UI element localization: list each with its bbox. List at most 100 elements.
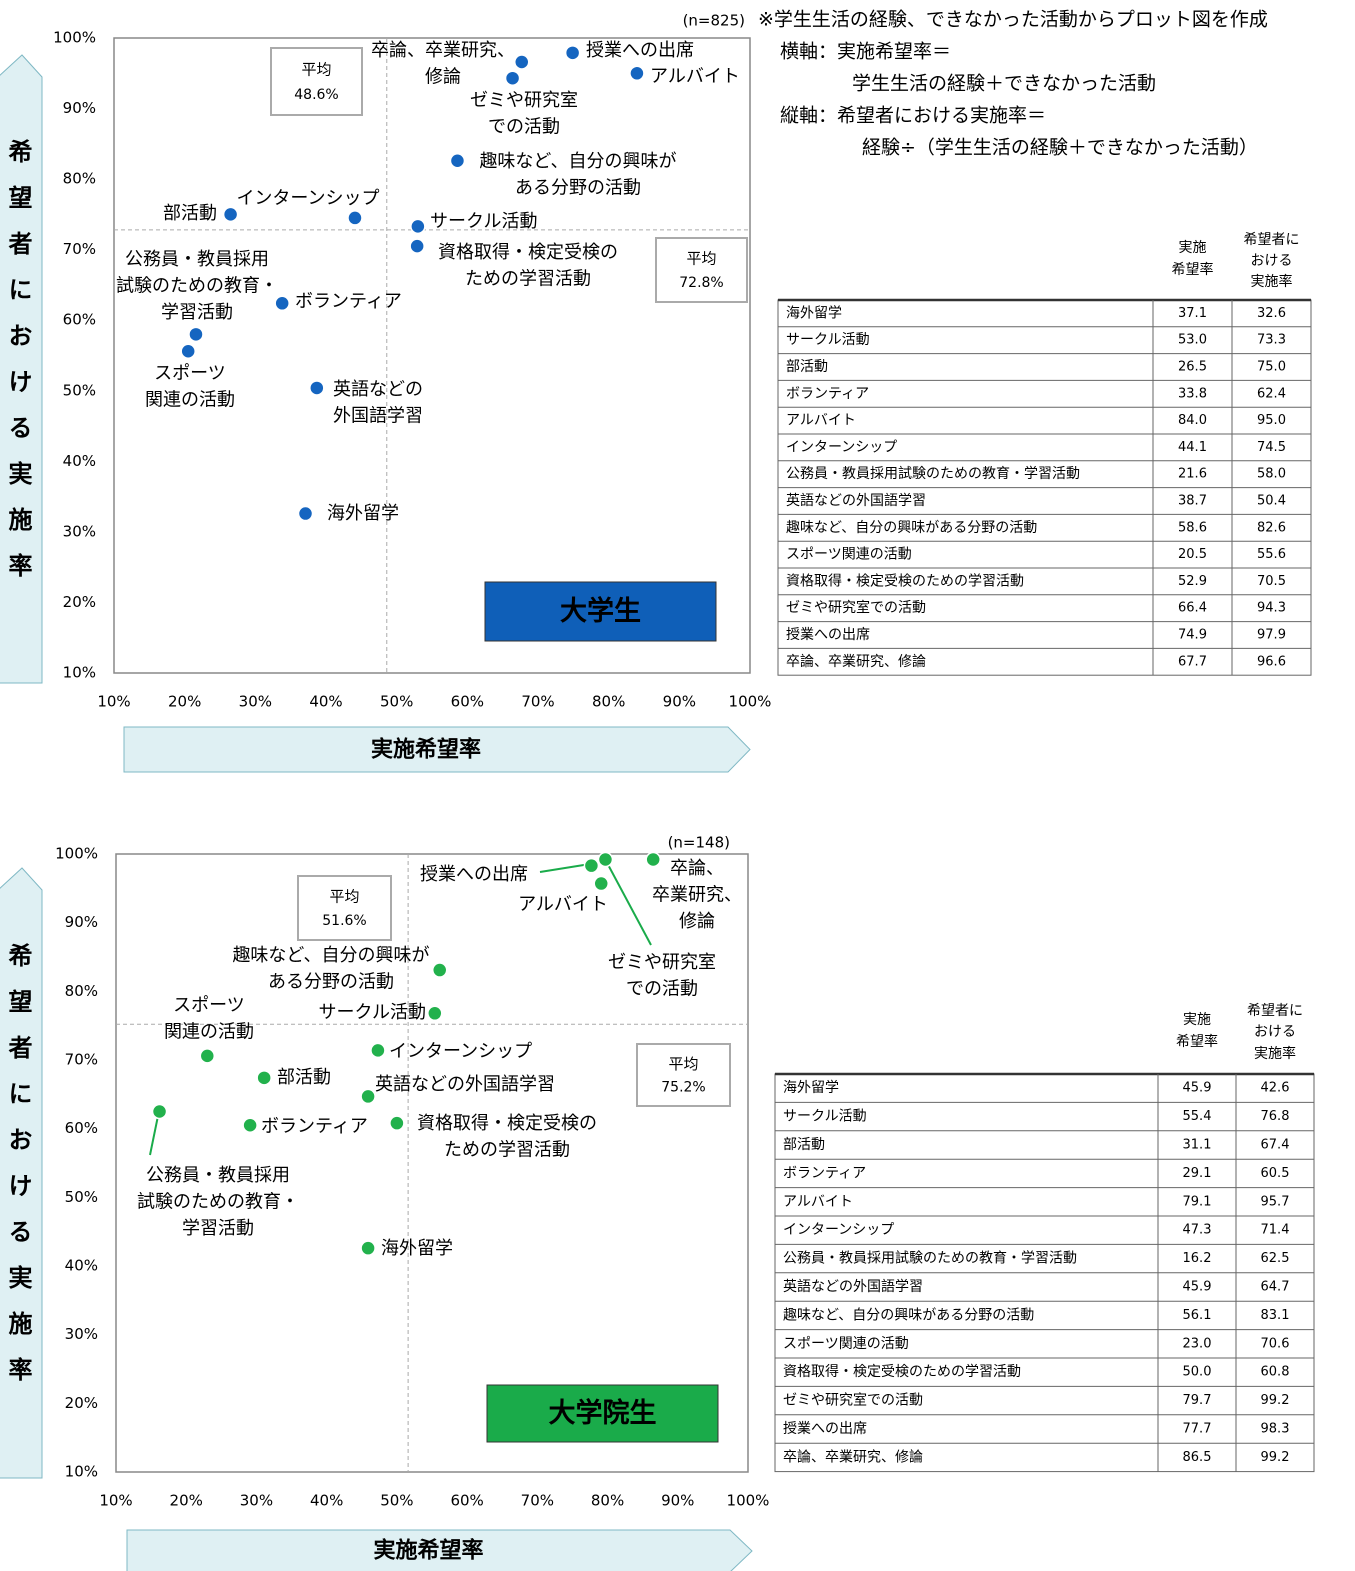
data-point bbox=[431, 962, 448, 978]
data-point bbox=[629, 65, 645, 82]
average-value: 75.2% bbox=[661, 1079, 705, 1095]
table-cell-value: 84.0 bbox=[1178, 413, 1207, 428]
y-tick-label: 100% bbox=[53, 29, 96, 47]
table-cell-value: 96.6 bbox=[1257, 654, 1286, 669]
x-tick-label: 60% bbox=[450, 1492, 483, 1510]
point-label: 授業への出席 bbox=[586, 40, 694, 61]
point-label: 英語などの外国語学習 bbox=[375, 1074, 555, 1095]
data-point bbox=[564, 45, 581, 61]
table-cell-value: 98.3 bbox=[1261, 1422, 1290, 1437]
y-tick-label: 100% bbox=[55, 845, 98, 863]
table-cell-value: 82.6 bbox=[1257, 520, 1286, 535]
table-cell-value: 97.9 bbox=[1257, 628, 1286, 643]
x-tick-label: 30% bbox=[239, 693, 272, 711]
y-axis-title: 希望者における実施率 bbox=[4, 138, 32, 599]
table-cell-value: 50.4 bbox=[1257, 494, 1286, 509]
x-tick-label: 50% bbox=[380, 1492, 413, 1510]
table-cell-value: 52.9 bbox=[1178, 574, 1207, 589]
table-cell-value: 29.1 bbox=[1183, 1166, 1212, 1181]
data-point bbox=[256, 1070, 272, 1086]
data-point bbox=[151, 1103, 168, 1120]
point-label: での活動 bbox=[626, 979, 698, 1000]
point-label: ための学習活動 bbox=[465, 269, 591, 290]
point-label: ある分野の活動 bbox=[515, 178, 641, 199]
table-cell-name: ボランティア bbox=[786, 386, 869, 402]
leader-line bbox=[604, 858, 652, 946]
average-box bbox=[270, 47, 363, 116]
table-cell-value: 95.0 bbox=[1257, 413, 1286, 428]
point-label: インターンシップ bbox=[236, 188, 379, 209]
x-tick-label: 60% bbox=[451, 693, 484, 711]
table-cell-value: 74.9 bbox=[1178, 628, 1207, 643]
table-cell-value: 94.3 bbox=[1257, 601, 1286, 616]
data-point bbox=[360, 1240, 376, 1256]
point-label: ための学習活動 bbox=[444, 1140, 570, 1161]
point-label: 資格取得・検定受検の bbox=[417, 1113, 597, 1134]
data-point bbox=[410, 218, 426, 235]
data-point bbox=[389, 1115, 405, 1131]
y-tick-label: 10% bbox=[63, 664, 96, 682]
table-cell-value: 32.6 bbox=[1257, 306, 1286, 321]
table-cell-value: 16.2 bbox=[1183, 1251, 1212, 1266]
average-box bbox=[655, 237, 748, 303]
point-label: 卒論、 bbox=[670, 858, 724, 879]
table-cell-value: 62.5 bbox=[1261, 1251, 1290, 1266]
data-point bbox=[180, 343, 196, 360]
point-label: ボランティア bbox=[295, 291, 402, 312]
x-tick-label: 20% bbox=[170, 1492, 203, 1510]
average-value: 51.6% bbox=[322, 913, 366, 929]
data-point bbox=[222, 206, 239, 223]
point-label: での活動 bbox=[488, 117, 560, 138]
table-cell-value: 60.5 bbox=[1261, 1166, 1290, 1181]
table-cell-name: 海外留学 bbox=[783, 1080, 839, 1096]
note: ※学生生活の経験、できなかった活動からプロット図を作成 bbox=[758, 9, 1268, 31]
point-label: 卒業研究、 bbox=[652, 885, 742, 906]
y-tick-label: 10% bbox=[65, 1463, 98, 1481]
data-point bbox=[427, 1005, 443, 1022]
data-point bbox=[370, 1042, 386, 1059]
x-tick-label: 30% bbox=[240, 1492, 273, 1510]
y-tick-label: 80% bbox=[63, 170, 96, 188]
x-axis-title: 実施希望率 bbox=[371, 737, 481, 763]
table-cell-name: ゼミや研究室での活動 bbox=[786, 599, 926, 616]
table-cell-value: 26.5 bbox=[1178, 360, 1207, 375]
note: 経験÷（学生生活の経験＋できなかった活動） bbox=[862, 137, 1258, 159]
point-label: 海外留学 bbox=[381, 1238, 453, 1259]
x-tick-label: 100% bbox=[727, 1492, 770, 1510]
table-cell-value: 20.5 bbox=[1178, 547, 1207, 562]
table-cell-name: 授業への出席 bbox=[786, 627, 870, 643]
table-cell-name: 部活動 bbox=[786, 359, 828, 375]
table-cell-name: 英語などの外国語学習 bbox=[783, 1278, 923, 1295]
y-tick-label: 60% bbox=[63, 311, 96, 329]
point-label: 公務員・教員採用 bbox=[125, 249, 269, 270]
data-point bbox=[309, 380, 325, 396]
x-tick-label: 100% bbox=[729, 693, 772, 711]
table-cell-value: 45.9 bbox=[1183, 1081, 1212, 1096]
table-cell-value: 50.0 bbox=[1183, 1365, 1212, 1380]
average-box bbox=[636, 1043, 731, 1107]
chart-badge bbox=[486, 1384, 719, 1443]
point-label: スポーツ bbox=[173, 995, 245, 1016]
table-cell-value: 56.1 bbox=[1183, 1308, 1212, 1323]
y-tick-label: 30% bbox=[65, 1325, 98, 1343]
table-cell-value: 77.7 bbox=[1183, 1422, 1212, 1437]
x-tick-label: 40% bbox=[310, 1492, 343, 1510]
data-point bbox=[449, 153, 466, 169]
point-label: スポーツ bbox=[154, 363, 226, 384]
point-label: 授業への出席 bbox=[420, 864, 528, 885]
table-cell-value: 64.7 bbox=[1261, 1280, 1290, 1295]
point-label: 資格取得・検定受検の bbox=[438, 242, 618, 263]
y-tick-label: 80% bbox=[65, 982, 98, 1000]
table-cell-name: インターンシップ bbox=[786, 439, 897, 455]
point-label: アルバイト bbox=[518, 894, 608, 915]
point-label: 試験のための教育・ bbox=[116, 276, 278, 297]
y-tick-label: 20% bbox=[65, 1394, 98, 1412]
table-cell-value: 44.1 bbox=[1178, 440, 1207, 455]
x-tick-label: 90% bbox=[661, 1492, 694, 1510]
table-header: 実施率 bbox=[1251, 273, 1293, 290]
data-point bbox=[593, 875, 609, 892]
table-cell-value: 70.6 bbox=[1261, 1336, 1290, 1351]
table-cell-value: 67.4 bbox=[1261, 1138, 1290, 1153]
point-label: 学習活動 bbox=[182, 1218, 254, 1239]
table-cell-name: 趣味など、自分の興味がある分野の活動 bbox=[783, 1307, 1034, 1323]
